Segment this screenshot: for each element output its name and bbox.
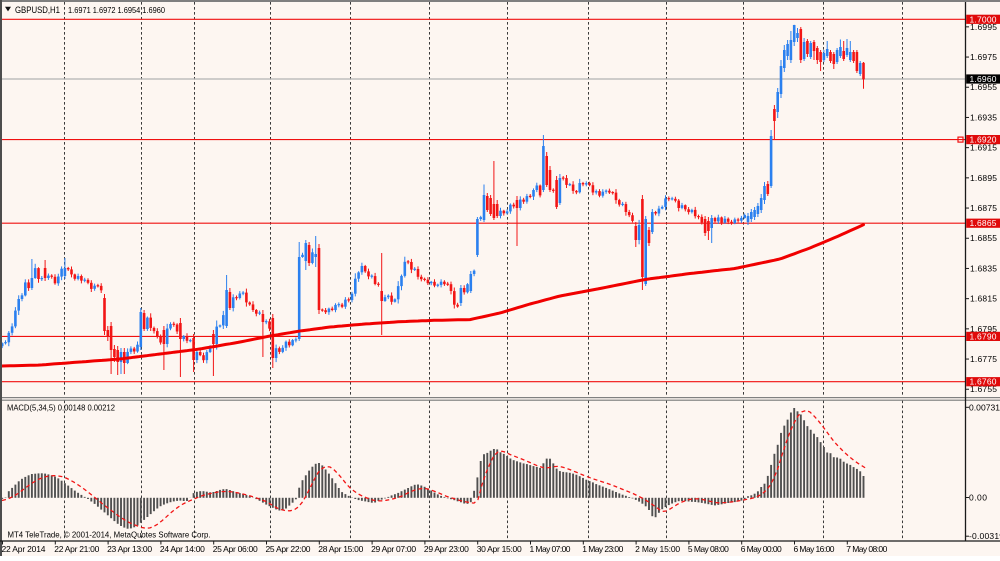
svg-text:25 Apr 22:00: 25 Apr 22:00 [266,544,311,554]
svg-text:1.6935: 1.6935 [970,113,997,123]
svg-text:1 May 23:00: 1 May 23:00 [582,544,623,554]
svg-text:30 Apr 15:00: 30 Apr 15:00 [477,544,522,554]
svg-text:1.6895: 1.6895 [970,173,997,183]
svg-text:5 May 08:00: 5 May 08:00 [688,544,729,554]
svg-text:1.6960: 1.6960 [970,74,997,84]
svg-text:23 Apr 13:00: 23 Apr 13:00 [107,544,152,554]
svg-text:1.6975: 1.6975 [970,52,997,62]
svg-text:MT4 TeleTrade, © 2001-2014, Me: MT4 TeleTrade, © 2001-2014, MetaQuotes S… [8,530,211,540]
svg-text:28 Apr 15:00: 28 Apr 15:00 [318,544,363,554]
svg-text:1.6955: 1.6955 [970,82,997,92]
svg-text:1.6755: 1.6755 [970,384,997,394]
svg-text:0.00: 0.00 [969,493,987,503]
svg-text:6 May 16:00: 6 May 16:00 [794,544,835,554]
svg-text:24 Apr 14:00: 24 Apr 14:00 [160,544,205,554]
svg-text:1.6915: 1.6915 [970,143,997,153]
svg-text:GBPUSD,H1: GBPUSD,H1 [15,5,60,16]
svg-text:29 Apr 23:00: 29 Apr 23:00 [424,544,469,554]
svg-text:1.6995: 1.6995 [970,22,997,32]
svg-text:1.6865: 1.6865 [970,218,997,228]
svg-text:0.00731: 0.00731 [969,402,1000,412]
svg-text:29 Apr 07:00: 29 Apr 07:00 [371,544,416,554]
svg-text:1.6971 1.6972 1.6954 1.6960: 1.6971 1.6972 1.6954 1.6960 [68,5,165,15]
svg-text:22 Apr 2014: 22 Apr 2014 [2,544,46,554]
svg-text:1 May 07:00: 1 May 07:00 [530,544,571,554]
svg-text:1.6790: 1.6790 [970,331,997,341]
svg-text:1.7000: 1.7000 [970,14,997,24]
svg-text:7 May 08:00: 7 May 08:00 [846,544,887,554]
svg-text:2 May 15:00: 2 May 15:00 [635,544,680,554]
svg-text:1.6855: 1.6855 [970,233,997,243]
svg-text:1.6760: 1.6760 [970,377,997,387]
svg-text:22 Apr 21:00: 22 Apr 21:00 [54,544,99,554]
svg-text:6 May 00:00: 6 May 00:00 [741,544,782,554]
svg-text:1.6835: 1.6835 [970,263,997,273]
svg-text:1.6875: 1.6875 [970,203,997,213]
svg-text:MACD(5,34,5) 0.00148 0.00212: MACD(5,34,5) 0.00148 0.00212 [7,403,115,413]
svg-text:1.6775: 1.6775 [970,354,997,364]
svg-text:1.6815: 1.6815 [970,294,997,304]
svg-text:25 Apr 06:00: 25 Apr 06:00 [213,544,258,554]
svg-text:-0.00319: -0.00319 [969,531,1000,541]
svg-text:1.6795: 1.6795 [970,324,997,334]
svg-text:1.6920: 1.6920 [970,135,997,145]
